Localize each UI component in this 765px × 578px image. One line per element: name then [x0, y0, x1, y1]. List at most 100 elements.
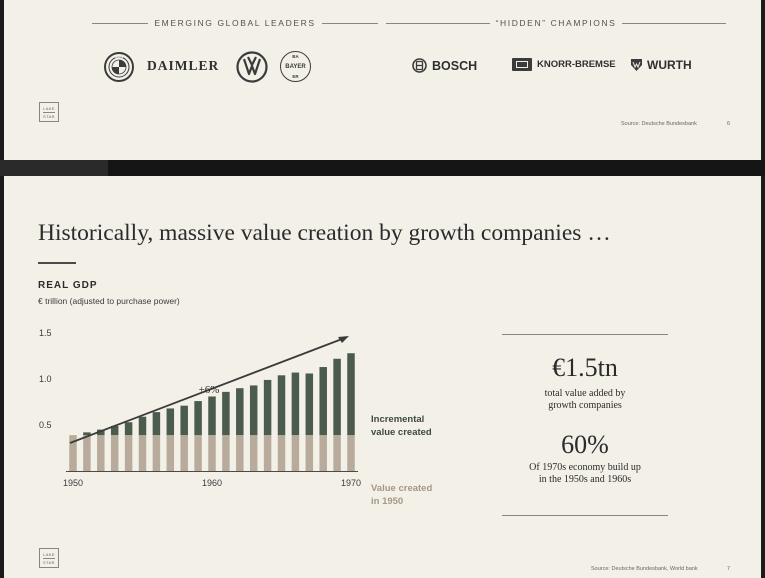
bosch-armature-icon — [412, 58, 427, 73]
bar-base-1955 — [138, 435, 147, 471]
brand-mark-bottom: STAR — [43, 114, 55, 119]
bar-base-1963 — [249, 435, 258, 471]
bar-incremental-1961 — [222, 391, 230, 436]
bar-base-1966 — [291, 435, 300, 471]
group-header-emerging-leaders: EMERGING GLOBAL LEADERS — [92, 18, 378, 28]
bar-base-1959 — [194, 435, 202, 471]
bar-base-1957 — [166, 435, 175, 471]
bar-incremental-1969 — [333, 358, 341, 436]
bar-base-1970 — [347, 435, 355, 471]
legend-base-line1: Value created — [371, 483, 433, 494]
y-tick-label: 1.0 — [39, 374, 52, 384]
lakestar-logo: LAKE STAR — [39, 548, 59, 568]
bar-base-1964 — [263, 435, 272, 471]
bar-incremental-1959 — [194, 401, 202, 436]
bar-incremental-1951 — [83, 432, 91, 436]
bar-incremental-1963 — [249, 385, 258, 436]
knorr-bremse-badge-icon — [512, 58, 532, 71]
bar-incremental-1958 — [180, 405, 188, 436]
bar-incremental-1970 — [347, 353, 355, 436]
page-number: 7 — [727, 566, 731, 572]
stat-rule-top — [502, 334, 668, 335]
chart-title: REAL GDP — [38, 280, 98, 291]
stat-share-description-line1: Of 1970s economy build up — [529, 462, 641, 473]
legend-base: Value created in 1950 — [371, 482, 432, 508]
bmw-roundel-icon — [108, 56, 130, 78]
x-tick-label: 1970 — [341, 478, 361, 488]
bar-incremental-1956 — [152, 412, 161, 436]
growth-rate-label: +6% — [199, 384, 220, 396]
legend-incremental-line2: value created — [371, 427, 432, 438]
bar-base-1951 — [83, 435, 91, 471]
bosch-logo: BOSCH — [412, 58, 477, 73]
brand-mark-top: LAKE — [43, 552, 55, 557]
bar-incremental-1957 — [166, 408, 175, 436]
bar-base-1967 — [305, 435, 314, 471]
bar-incremental-1967 — [305, 373, 314, 436]
source-note: Source: Deutsche Bundesbank, World bank — [591, 566, 698, 572]
bar-incremental-1964 — [263, 379, 272, 436]
bosch-wordmark: BOSCH — [432, 58, 478, 73]
bar-base-1960 — [208, 435, 216, 471]
stat-share-description-line2: in the 1950s and 1960s — [538, 474, 632, 485]
page-number: 6 — [727, 121, 731, 127]
stat-share-description: Of 1970s economy build up in the 1950s a… — [502, 462, 668, 486]
y-tick-label: 1.5 — [39, 328, 52, 338]
bar-base-1962 — [236, 435, 244, 471]
legend-base-line2: in 1950 — [371, 496, 404, 507]
volkswagen-logo: VW — [236, 51, 268, 83]
bmw-wordmark: BMW — [114, 55, 124, 59]
bar-incremental-1953 — [110, 425, 119, 436]
stat-total-description-line2: growth companies — [548, 400, 622, 411]
bar-incremental-1968 — [319, 367, 327, 436]
bar-base-1956 — [152, 435, 161, 471]
wurth-logo: WURTH — [630, 58, 692, 72]
bar-base-1952 — [97, 435, 105, 471]
bar-base-1968 — [319, 435, 327, 471]
bar-base-1950 — [69, 435, 77, 471]
bar-base-1953 — [110, 435, 119, 471]
daimler-wordmark: DAIMLER — [147, 58, 220, 73]
stat-share-value: 60% — [561, 430, 609, 459]
brand-mark-top: LAKE — [43, 106, 55, 111]
knorr-bremse-wordmark: KNORR-BREMSE — [537, 59, 616, 70]
group-header-hidden-champions: “HIDDEN” CHAMPIONS — [386, 18, 727, 28]
wurth-wordmark: WURTH — [647, 58, 692, 72]
x-tick-label: 1950 — [63, 478, 83, 488]
stat-total-description: total value added by growth companies — [502, 388, 668, 412]
bmw-logo: BMW — [104, 52, 134, 82]
bar-base-1958 — [180, 435, 188, 471]
bar-base-1961 — [222, 435, 230, 471]
bayer-letters-top: BA — [292, 54, 299, 59]
headline-rule — [38, 262, 76, 264]
daimler-logo: DAIMLER — [147, 58, 219, 74]
bar-incremental-1955 — [138, 416, 147, 436]
gdp-bar-chart: 0.5 1.0 1.5 1950 1960 1970 +6% — [39, 328, 361, 488]
chart-subtitle: € trillion (adjusted to purchase power) — [38, 296, 180, 306]
slide-headline: Historically, massive value creation by … — [38, 220, 611, 246]
vw-emblem-icon — [236, 51, 268, 83]
knorr-bremse-logo: KNORR-BREMSE — [512, 58, 616, 71]
bayer-logo: BAYER BA ER — [280, 51, 311, 82]
stat-total-value: €1.5tn — [552, 353, 618, 382]
y-tick-label: 0.5 — [39, 420, 52, 430]
bar-base-1965 — [277, 435, 286, 471]
source-note: Source: Deutsche Bundesbank — [621, 121, 697, 127]
x-tick-label: 1960 — [202, 478, 222, 488]
wurth-w-icon — [631, 59, 642, 71]
bar-incremental-1954 — [124, 422, 133, 436]
bar-incremental-1966 — [291, 372, 300, 436]
arrow-head-icon — [338, 336, 349, 343]
group-header-label: “HIDDEN” CHAMPIONS — [495, 18, 617, 28]
stat-total-description-line1: total value added by — [544, 388, 626, 399]
growth-trend-arrow — [69, 338, 343, 444]
bayer-wordmark-horizontal: BAYER — [285, 63, 306, 70]
current-slide: Historically, massive value creation by … — [4, 176, 761, 578]
bar-incremental-1965 — [277, 375, 286, 436]
bar-incremental-1952 — [97, 429, 105, 436]
bar-base-1969 — [333, 435, 341, 471]
bar-base-1954 — [124, 435, 133, 471]
group-header-label: EMERGING GLOBAL LEADERS — [154, 18, 316, 28]
previous-slide: EMERGING GLOBAL LEADERS “HIDDEN” CHAMPIO… — [4, 0, 761, 160]
brand-mark-bottom: STAR — [43, 560, 55, 565]
